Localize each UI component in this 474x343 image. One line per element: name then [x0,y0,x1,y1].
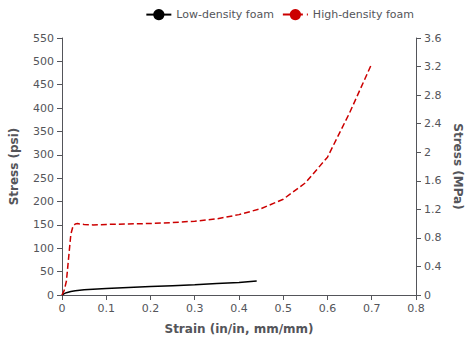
svg-text:0.4: 0.4 [424,260,442,273]
svg-text:0: 0 [424,289,431,302]
svg-text:0: 0 [47,289,54,302]
svg-text:Strain (in/in, mm/mm): Strain (in/in, mm/mm) [164,322,313,336]
svg-text:0.2: 0.2 [142,302,160,315]
svg-text:400: 400 [33,102,54,115]
svg-text:550: 550 [33,32,54,45]
svg-text:300: 300 [33,148,54,161]
svg-text:0.7: 0.7 [363,302,381,315]
svg-text:0.8: 0.8 [424,231,442,244]
svg-text:High-density foam: High-density foam [313,8,414,21]
svg-text:0.5: 0.5 [275,302,293,315]
svg-text:2: 2 [424,146,431,159]
svg-text:Stress (psi): Stress (psi) [7,128,21,206]
svg-text:Stress (MPa): Stress (MPa) [451,123,465,209]
svg-text:1.6: 1.6 [424,174,442,187]
svg-text:150: 150 [33,218,54,231]
svg-text:Low-density foam: Low-density foam [176,8,274,21]
svg-text:100: 100 [33,242,54,255]
svg-text:1.2: 1.2 [424,203,442,216]
svg-text:450: 450 [33,78,54,91]
svg-text:0.3: 0.3 [186,302,204,315]
svg-text:0: 0 [59,302,66,315]
svg-text:2.4: 2.4 [424,117,442,130]
svg-text:3.2: 3.2 [424,60,442,73]
svg-text:350: 350 [33,125,54,138]
svg-text:0.1: 0.1 [98,302,116,315]
svg-text:200: 200 [33,195,54,208]
svg-text:0.6: 0.6 [319,302,337,315]
svg-text:2.8: 2.8 [424,89,442,102]
svg-text:50: 50 [40,265,54,278]
svg-text:0.4: 0.4 [230,302,248,315]
svg-text:250: 250 [33,172,54,185]
svg-text:3.6: 3.6 [424,32,442,45]
svg-text:500: 500 [33,55,54,68]
svg-text:0.8: 0.8 [407,302,425,315]
